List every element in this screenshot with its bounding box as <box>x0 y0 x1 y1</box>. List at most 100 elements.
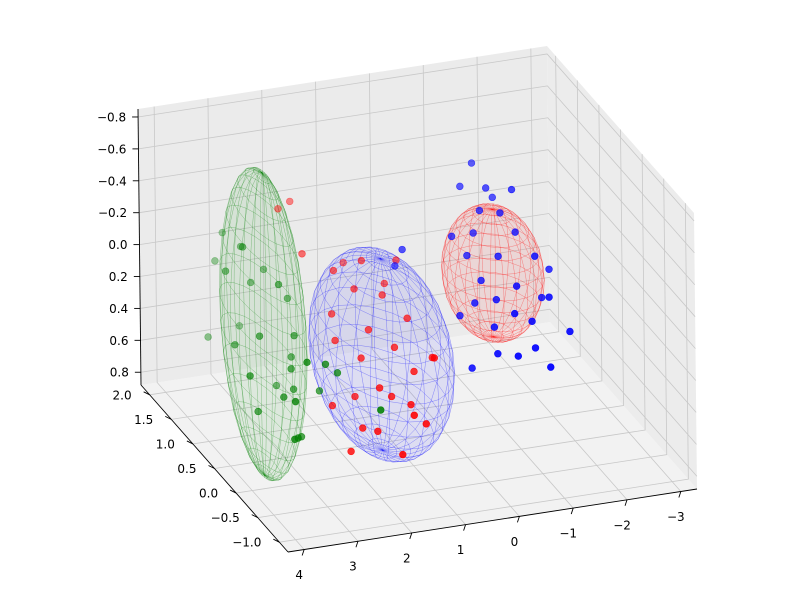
scatter-point-series-0 <box>231 341 239 349</box>
ellipsoid-facet <box>354 428 370 444</box>
z-tick-label: −0.2 <box>98 206 127 220</box>
grid-line-y <box>257 178 668 519</box>
ellipsoid-facet <box>441 246 445 266</box>
ellipsoid-facet <box>248 426 258 450</box>
x-tick-label: 1 <box>457 543 465 557</box>
ellipsoid-facet <box>253 447 262 466</box>
x-tick-label: −3 <box>667 510 685 524</box>
ellipsoid-facet <box>261 172 271 184</box>
ellipsoid-facet <box>463 208 474 217</box>
ellipsoid-facet <box>351 367 371 397</box>
ellipsoid-facet <box>267 176 278 191</box>
ellipsoid-facet <box>486 310 495 323</box>
ellipsoid-facet <box>260 287 272 327</box>
ellipsoid-facet <box>446 267 456 288</box>
ellipsoid-facet <box>523 225 536 243</box>
ellipsoid-facet <box>339 259 355 274</box>
ellipsoid-facet <box>376 456 388 462</box>
ellipsoid-facet <box>370 449 383 453</box>
ellipsoid-facet <box>511 213 522 225</box>
ellipsoid-facet <box>373 450 383 456</box>
ellipsoid-facet <box>435 309 449 340</box>
ellipsoid-facet <box>455 298 468 317</box>
ellipsoid-facet <box>420 370 437 401</box>
ellipsoid-facet <box>251 451 260 471</box>
ellipsoid-facet <box>424 351 441 384</box>
ellipsoid-facet <box>291 334 301 367</box>
ellipsoid-facet <box>493 331 502 338</box>
y-tick-label: −0.5 <box>211 511 240 525</box>
scatter-point-series-2 <box>468 364 476 372</box>
ellipsoid-facet <box>264 473 274 477</box>
ellipsoid-facet <box>240 242 252 280</box>
ellipsoid-facet <box>429 425 445 446</box>
ellipsoid-facet <box>437 372 449 401</box>
ellipsoid-facet <box>522 237 534 255</box>
ellipsoid-facet <box>313 286 325 316</box>
ellipsoid-facet <box>280 468 290 480</box>
ellipsoid-facet <box>382 450 397 458</box>
ellipsoid-facet <box>244 169 255 178</box>
ellipsoid-facet <box>406 421 425 438</box>
ellipsoid-facet <box>486 204 493 210</box>
ellipsoid-facet <box>332 272 349 294</box>
ellipsoid-facet <box>266 215 277 245</box>
ellipsoid-facet <box>349 246 367 253</box>
ellipsoid-facet <box>396 283 413 303</box>
ellipsoid-facet <box>487 203 494 206</box>
ellipsoid-facet <box>502 322 516 333</box>
ellipsoid-facet <box>445 290 452 309</box>
ellipsoid-facet <box>479 321 490 332</box>
ellipsoid-facet <box>271 325 284 363</box>
ellipsoid-facet <box>260 210 269 241</box>
ellipsoid-facet <box>273 447 284 468</box>
ellipsoid-facet <box>242 440 253 462</box>
scatter-point-series-0 <box>272 381 281 390</box>
ellipsoid-facet <box>382 443 395 451</box>
ellipsoid-facet <box>390 284 406 303</box>
ellipsoid-facet <box>490 311 505 324</box>
ellipsoid-facet <box>241 167 252 176</box>
ellipsoid-facet <box>455 261 468 281</box>
ellipsoid-facet <box>505 233 518 248</box>
ellipsoid-facet <box>491 209 498 217</box>
ellipsoid-facet <box>410 442 424 455</box>
ellipsoid-facet <box>368 250 381 260</box>
ellipsoid-facet <box>503 314 515 328</box>
ellipsoid-facet <box>518 265 531 286</box>
ellipsoid-facet <box>442 259 449 281</box>
ellipsoid-facet <box>241 174 252 191</box>
ellipsoid-facet <box>518 312 530 327</box>
ellipsoid-facet <box>426 314 442 347</box>
ellipsoid-facet <box>526 292 537 310</box>
ellipsoid-facet <box>506 336 518 342</box>
ellipsoid-facet <box>353 327 372 357</box>
scatter-point-series-0 <box>236 242 245 251</box>
scatter-point-series-1 <box>350 285 358 293</box>
ellipsoid-facet <box>372 297 387 321</box>
ellipsoid-facet <box>524 284 536 304</box>
ellipsoid-facet <box>285 221 296 255</box>
ellipsoid-facet <box>371 258 381 268</box>
scatter-point-series-2 <box>456 312 464 320</box>
ellipsoid-facet <box>417 290 433 315</box>
x-tick-label: 2 <box>403 551 411 565</box>
ellipsoid-facet <box>286 442 296 466</box>
ellipsoid-facet <box>361 246 377 254</box>
ellipsoid-facet <box>451 213 462 227</box>
ellipsoid-facet <box>479 244 492 261</box>
ellipsoid-facet <box>492 203 499 207</box>
ellipsoid-facet <box>261 475 266 478</box>
ellipsoid-facet <box>475 204 487 207</box>
ellipsoid-facet <box>329 253 345 268</box>
grid-line-z <box>138 53 695 222</box>
ellipsoid-facet <box>233 412 244 441</box>
ellipsoid-facet <box>500 330 514 339</box>
ellipsoid-facet <box>422 439 439 455</box>
ellipsoid-facet <box>449 217 458 232</box>
ellipsoid-facet <box>473 328 485 337</box>
ellipsoid-facet <box>450 243 462 262</box>
ellipsoid-facet <box>241 384 254 421</box>
ellipsoid-facet <box>492 205 499 210</box>
ellipsoid-facet <box>446 279 457 300</box>
